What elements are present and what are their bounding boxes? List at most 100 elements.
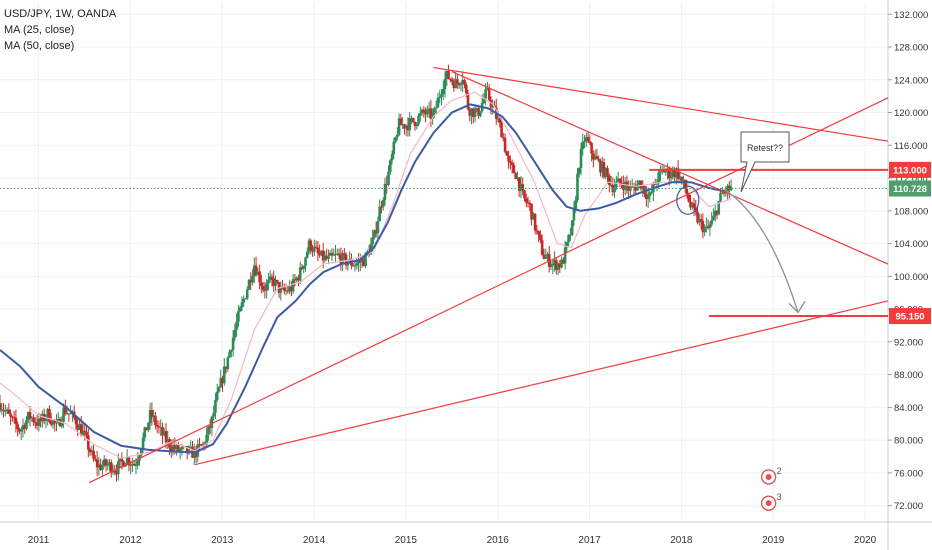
candle-body [39,418,42,422]
candle-body [544,256,547,259]
candle-body [117,461,120,475]
candle-body [645,194,648,200]
candle-body [729,187,733,190]
retest-callout[interactable] [740,131,790,193]
candle-body [357,261,360,264]
y-tick-label: 124.000 [894,75,928,86]
candle-body [521,184,525,191]
candle-body [62,407,65,422]
candle-body [387,171,390,185]
candle-body [297,277,300,281]
candle-body [503,137,507,152]
candle-body [524,198,528,203]
candle-body [175,445,178,450]
candle-body [588,141,592,143]
candle-body [397,118,401,135]
candle-body [532,213,535,220]
candle-body [403,124,406,129]
candle-body [526,202,530,204]
candle-body [134,465,138,467]
candle-body [433,107,436,114]
x-tick-label: 2018 [670,535,693,546]
ma25-line [0,91,733,459]
candle-body [362,259,366,267]
candle-body [217,387,221,392]
candle-body [609,184,613,186]
candle-body [456,79,459,84]
candle-body [373,230,376,238]
candle-body [171,445,175,451]
candle-body [669,176,673,179]
candle-body [230,350,233,352]
y-tick-label: 112.000 [894,174,928,185]
candle-body [323,255,327,261]
candle-body [618,178,622,183]
projection-arrow[interactable] [725,189,799,313]
trend-line[interactable] [433,66,889,142]
candle-body [404,125,408,129]
candle-body [574,200,578,209]
price-line-badge [889,161,931,178]
candle-body [599,160,602,173]
candle-body [111,471,115,473]
candle-body [180,446,184,450]
candle-body [422,109,426,113]
legend-ma50[interactable]: MA (50, close) [4,40,75,52]
y-tick-label: 80.000 [894,436,923,447]
candle-body [668,168,671,179]
candle-body [251,276,254,283]
candle-body [463,79,466,85]
candle-body [81,430,85,436]
candle-body [279,287,283,293]
candle-body [447,70,450,79]
candle-body [706,226,710,229]
candle-body [268,276,272,281]
candle-body [486,88,489,90]
candle-body [0,409,4,411]
candle-body [466,93,470,109]
candle-body [533,213,537,231]
candle-body [514,173,517,179]
retest-circle[interactable] [676,185,700,215]
candle-body [252,265,256,277]
candle-body [260,282,263,287]
ma50-line [0,103,728,454]
trend-line[interactable] [451,71,889,265]
candle-body [298,267,302,281]
candle-body [473,110,477,117]
y-tick-label: 108.000 [894,206,928,217]
candle-body [318,253,321,256]
candle-body [443,78,447,90]
trend-line[interactable] [194,300,889,466]
candle-body [558,263,562,268]
candle-body [627,186,630,191]
candle-body [321,250,325,261]
candle-body [355,263,359,266]
event-marker-dot [765,473,772,480]
candle-body [604,168,608,178]
candle-body [290,286,293,292]
candle-body [708,224,712,229]
candle-body [67,413,71,415]
candle-body [65,413,69,415]
candle-body [429,108,433,119]
candle-body [189,446,193,448]
candle-body [646,195,650,200]
candle-body [122,461,125,467]
candle-body [343,253,346,255]
candle-body [7,409,11,414]
x-tick-label: 2014 [303,535,326,546]
y-tick-label: 132.000 [894,10,928,21]
legend-ma25[interactable]: MA (25, close) [4,24,75,36]
candle-body [431,113,434,119]
candle-body [452,81,456,89]
candle-body [249,279,253,283]
candle-body [221,378,224,384]
y-tick-label: 76.000 [894,468,923,479]
candle-body [102,459,106,466]
candle-body [240,302,244,308]
candle-body [16,424,19,430]
candle-body [34,422,37,424]
chart-legend: USD/JPY, 1W, OANDA MA (25, close) MA (50… [4,6,116,54]
